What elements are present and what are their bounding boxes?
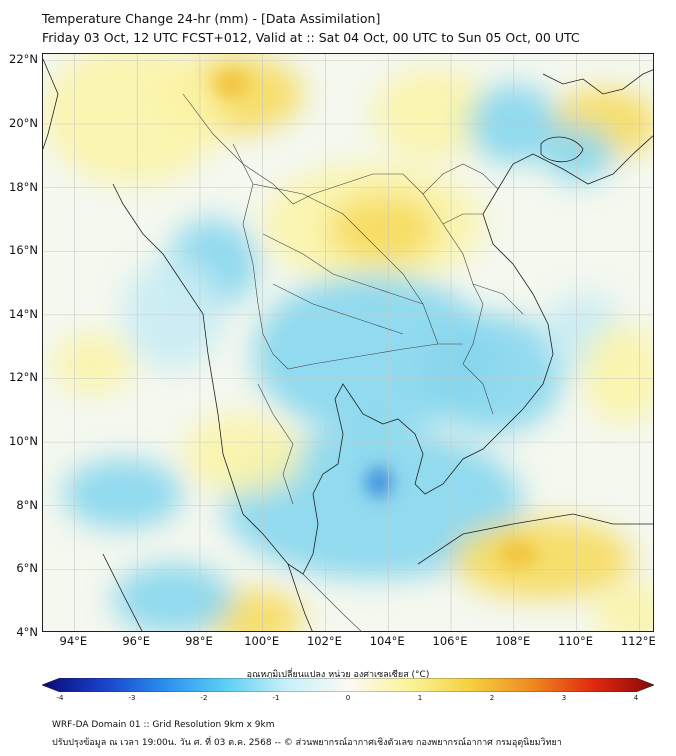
coastline-segment (112, 183, 313, 631)
field-anomaly-blob (543, 126, 613, 182)
colorbar-tick-label: 3 (561, 694, 567, 702)
field-anomaly-blob (113, 564, 233, 631)
field-anomaly-blob (498, 540, 538, 568)
field-anomaly-blob (43, 54, 223, 184)
field-anomaly-blob (583, 324, 653, 424)
boundary-segment (182, 93, 484, 365)
lat-tick-label: 14°N (9, 306, 38, 321)
coastline-segment (532, 135, 653, 185)
field-anomaly-blob (213, 70, 249, 98)
coastline-segment (540, 136, 584, 163)
colorbar-gradient (42, 678, 654, 692)
colorbar-tick-label: -2 (200, 694, 208, 702)
colorbar-tick-label: 2 (489, 694, 495, 702)
lon-tick-label: 108°E (495, 634, 531, 648)
boundary-segment (257, 383, 294, 505)
coastline-segment (417, 513, 653, 565)
boundary-segment (302, 573, 362, 631)
map-subtitle: Friday 03 Oct, 12 UTC FCST+012, Valid at… (42, 30, 580, 45)
lon-tick-label: 102°E (306, 634, 342, 648)
lon-tick-label: 100°E (244, 634, 280, 648)
lon-tick-label: 104°E (369, 634, 405, 648)
lat-tick-label: 6°N (16, 561, 38, 576)
colorbar-tick-label: -4 (56, 694, 64, 702)
coastline-segment (43, 58, 59, 150)
colorbar-title: อุณหภูมิเปลี่ยนแปลง หน่วย องศาเซลเซียส (… (246, 670, 430, 680)
lat-tick-label: 20°N (9, 115, 38, 130)
lon-tick-label: 96°E (122, 634, 150, 648)
field-anomaly-blob (453, 519, 633, 599)
lon-tick-label: 106°E (432, 634, 468, 648)
field-anomaly-blob (183, 414, 303, 494)
coastline-segment (102, 553, 143, 631)
boundary-segment (442, 213, 483, 225)
lat-tick-label: 10°N (9, 434, 38, 449)
boundary-segment (262, 233, 424, 305)
map-panel (42, 53, 654, 632)
footer-model-info: WRF-DA Domain 01 :: Grid Resolution 9km … (52, 720, 275, 730)
temperature-field-core (213, 70, 538, 568)
footer-update-info: ปรับปรุงข้อมูล ณ เวลา 19:00น. วัน ศ. ที่… (52, 738, 562, 748)
lat-tick-label: 8°N (16, 497, 38, 512)
lon-tick-label: 110°E (558, 634, 594, 648)
coastline-segment (287, 153, 554, 575)
field-anomaly-blob (53, 334, 133, 394)
colorbar-tick-label: -3 (128, 694, 136, 702)
field-anomaly-blob (63, 459, 183, 529)
lat-tick-label: 4°N (16, 625, 38, 639)
temperature-change-map (43, 54, 653, 631)
lon-tick-label: 94°E (59, 634, 88, 648)
boundary-segment (232, 143, 463, 370)
field-anomaly-blob (365, 466, 393, 498)
field-anomaly-blob (423, 314, 563, 434)
colorbar-tick-label: 1 (417, 694, 423, 702)
lon-tick-label: 112°E (620, 634, 656, 648)
field-anomaly-blob (373, 69, 493, 159)
lat-tick-label: 16°N (9, 243, 38, 258)
colorbar-tick-label: 0 (345, 694, 351, 702)
coastlines (43, 58, 653, 631)
colorbar-tick-label: 4 (633, 694, 639, 702)
boundary-segment (272, 283, 404, 335)
colorbar (42, 678, 654, 692)
boundary-segment (422, 163, 499, 195)
field-anomaly-blob (123, 259, 223, 369)
lat-tick-label: 18°N (9, 179, 38, 194)
field-anomaly-blob (593, 584, 653, 631)
boundary-segment (462, 363, 494, 415)
field-anomaly-blob (328, 194, 438, 264)
lat-tick-label: 22°N (9, 52, 38, 67)
lat-tick-label: 12°N (9, 370, 38, 385)
lon-tick-label: 98°E (185, 634, 213, 648)
boundary-segment (472, 283, 524, 315)
coastline-segment (542, 69, 653, 95)
admin-boundaries (182, 93, 524, 631)
temperature-field (43, 54, 653, 631)
graticule (43, 54, 653, 631)
map-title: Temperature Change 24-hr (mm) - [Data As… (42, 11, 381, 26)
colorbar-tick-label: -1 (272, 694, 280, 702)
